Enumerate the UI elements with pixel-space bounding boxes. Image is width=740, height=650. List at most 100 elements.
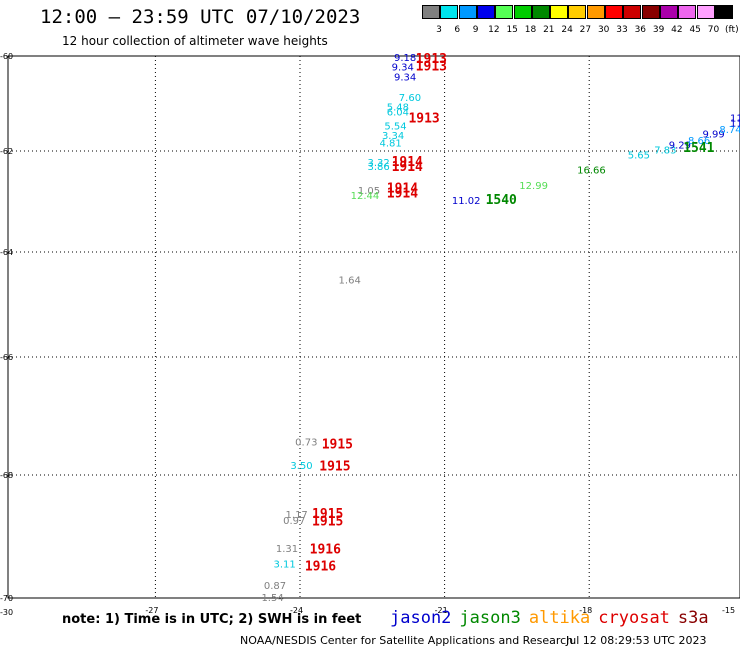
latitude-label: -64 <box>0 248 13 257</box>
color-scale-swatch <box>495 5 514 19</box>
color-scale-label: 70 <box>707 25 720 35</box>
pass-time-label: 1540 <box>486 193 517 208</box>
color-scale-swatch <box>568 5 587 19</box>
color-scale-label: (ft) <box>725 25 739 35</box>
wave-height-label: 1.17 <box>286 510 308 521</box>
latitude-label: -60 <box>0 52 13 61</box>
wave-height-label: 11 <box>730 114 740 125</box>
legend-item-jason2: jason2 <box>390 608 452 628</box>
pass-time-label: 1916 <box>310 543 341 558</box>
wave-height-label: 7.60 <box>399 93 421 104</box>
wave-height-label: 12.44 <box>351 191 380 202</box>
color-scale-swatch <box>659 5 678 19</box>
wave-height-label: 9.34 <box>392 62 414 73</box>
satellite-legend: jason2 jason3 altika cryosat s3a <box>390 608 717 628</box>
pass-time-label: 1915 <box>312 514 343 529</box>
pass-time-label: 1915 <box>312 507 343 522</box>
color-scale-label: 21 <box>543 25 555 35</box>
wave-height-label: 9.18 <box>394 53 416 64</box>
color-scale-swatch <box>531 5 550 19</box>
credit-line: NOAA/NESDIS Center for Satellite Applica… <box>240 634 574 647</box>
color-scale-swatch <box>641 5 660 19</box>
wave-height-label: 5.54 <box>384 122 406 133</box>
pass-time-label: 1914 <box>387 181 418 196</box>
wave-height-label: 12.99 <box>519 181 548 192</box>
wave-height-label: 16.66 <box>577 166 606 177</box>
color-scale-label: 36 <box>634 25 647 35</box>
pass-time-label: 1541 <box>683 141 714 156</box>
color-scale-label: 24 <box>561 25 573 35</box>
map-frame <box>7 55 740 599</box>
legend-item-altika: altika <box>528 608 591 628</box>
color-scale-swatch <box>696 5 715 19</box>
pass-time-label: 1913 <box>416 59 447 74</box>
wave-height-label: 11.02 <box>452 196 481 207</box>
longitude-label: -15 <box>722 606 735 615</box>
longitude-label: -18 <box>579 606 592 615</box>
longitude-label: -24 <box>290 606 303 615</box>
color-scale-swatch <box>623 5 642 19</box>
pass-time-label: 1913 <box>416 52 447 67</box>
color-scale-label: 45 <box>689 25 701 35</box>
pass-time-label: 1914 <box>387 186 418 201</box>
wave-height-label: 3.32 <box>367 158 389 169</box>
wave-height-label: 7.83 <box>654 146 676 157</box>
wave-height-label: 9.29 <box>669 141 691 152</box>
pass-time-label: 1914 <box>392 155 423 170</box>
color-scale-swatch <box>550 5 569 19</box>
color-scale-label: 33 <box>616 25 628 35</box>
color-scale-swatch <box>714 5 733 19</box>
legend-item-cryosat: cryosat <box>598 608 670 628</box>
color-scale-label: 39 <box>652 25 665 35</box>
wave-height-label: 0.73 <box>295 438 317 449</box>
latitude-label: -68 <box>0 471 13 480</box>
color-scale-label: 9 <box>472 25 479 35</box>
wave-height-label: 0.97 <box>283 516 305 527</box>
wave-height-label: 8.66 <box>688 136 710 147</box>
wave-height-label: 5.65 <box>628 151 650 162</box>
map-subtitle: 12 hour collection of altimeter wave hei… <box>62 34 328 48</box>
wave-height-label: 3.50 <box>290 461 312 472</box>
pass-time-label: 1914 <box>392 160 423 175</box>
wave-height-label: 4.81 <box>380 138 402 149</box>
color-scale-label: 18 <box>524 25 537 35</box>
latitude-label: -30 <box>0 608 13 617</box>
pass-time-label: 1915 <box>322 437 353 452</box>
wave-height-label: 1.05 <box>358 186 380 197</box>
pass-time-label: 1915 <box>319 459 350 474</box>
color-scale-swatch <box>458 5 477 19</box>
longitude-label: -21 <box>435 606 448 615</box>
color-scale-swatch <box>586 5 605 19</box>
legend-item-s3a: s3a <box>677 608 709 628</box>
color-scale-swatch <box>513 5 532 19</box>
generated-timestamp: Jul 12 08:29:53 UTC 2023 <box>566 634 707 647</box>
units-note: note: 1) Time is in UTC; 2) SWH is in fe… <box>62 612 362 627</box>
pass-time-label: 1913 <box>408 112 439 127</box>
color-scale-label: 12 <box>488 25 500 35</box>
color-scale-swatch <box>476 5 495 19</box>
longitude-label: -27 <box>145 606 158 615</box>
map-title: 12:00 – 23:59 UTC 07/10/2023 <box>40 6 361 28</box>
wave-height-label: 11.96 <box>730 118 740 129</box>
color-scale-label: 15 <box>506 25 518 35</box>
pass-time-label: 1916 <box>305 559 336 574</box>
latitude-label: -62 <box>0 147 13 156</box>
color-scale-label: 42 <box>671 25 683 35</box>
latitude-label: -66 <box>0 353 13 362</box>
wave-height-label: 3.86 <box>367 162 389 173</box>
wave-height-label: 1.54 <box>261 593 283 604</box>
color-scale-swatch <box>678 5 697 19</box>
wave-height-label: 6.04 <box>387 107 409 118</box>
color-scale-swatch <box>422 5 440 19</box>
color-scale-label: 30 <box>597 25 610 35</box>
color-scale-label: 3 <box>436 25 442 35</box>
wave-height-label: 8.74 <box>719 125 740 136</box>
wave-height-label: 1.64 <box>339 276 361 287</box>
color-scale-swatch <box>440 5 459 19</box>
color-scale-swatch <box>605 5 623 19</box>
color-scale-label: 27 <box>579 25 592 35</box>
wave-height-label: 0.87 <box>264 581 286 592</box>
wave-height-label: 3.11 <box>273 559 295 570</box>
wave-height-label: 9.34 <box>394 73 416 84</box>
